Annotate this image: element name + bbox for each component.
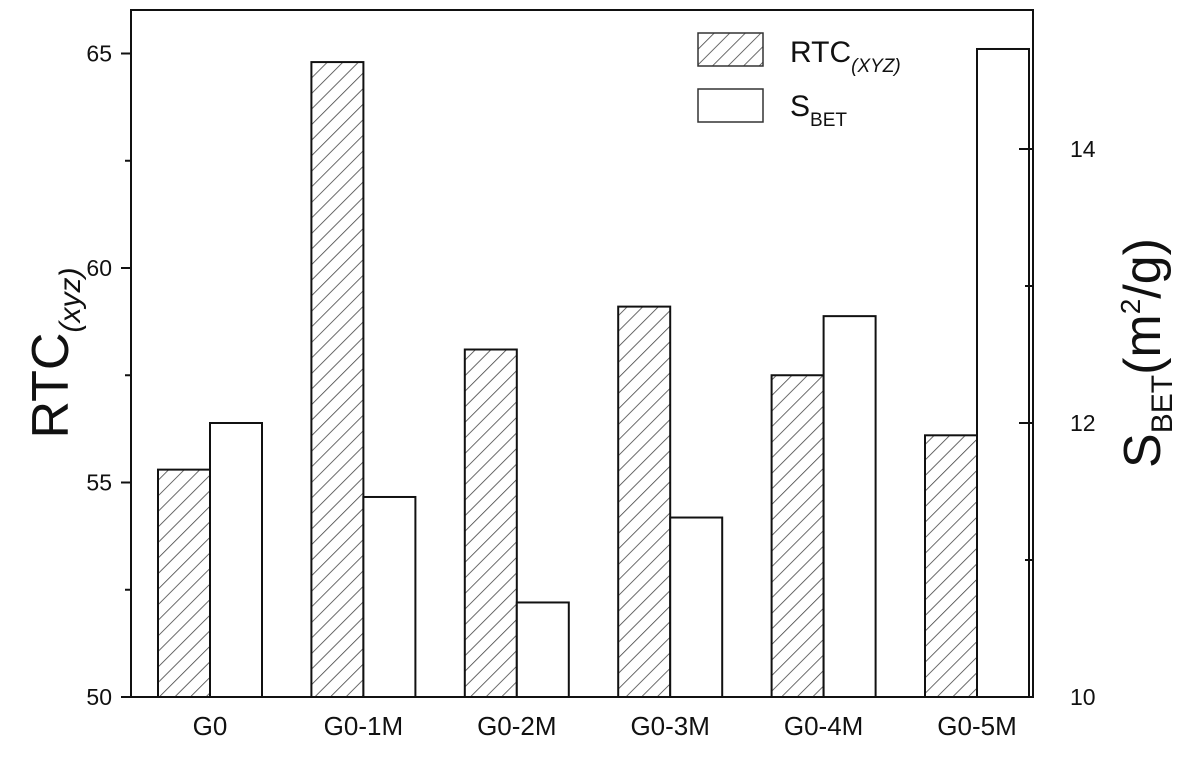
bar-rtc-g0-4m — [770, 374, 825, 698]
bar-sbet-g0-3m — [669, 516, 724, 699]
bar-rtc-g0-1m — [310, 61, 365, 698]
bar-sbet-g0-4m — [822, 315, 877, 698]
y-left-tick-label: 50 — [86, 684, 112, 710]
bar-rtc-g0-2m — [463, 348, 518, 698]
legend-swatch-sbet — [697, 88, 764, 123]
y-left-tick-label: 60 — [86, 255, 112, 281]
legend: RTC(XYZ) SBET — [697, 32, 901, 131]
y-right-tick-label: 12 — [1070, 410, 1096, 436]
x-tick-label: G0-2M — [477, 711, 556, 741]
bar-sbet-g0-2m — [515, 601, 570, 698]
y-left-tick-label: 65 — [86, 41, 112, 67]
bar-sbet-g0 — [209, 422, 263, 698]
x-tick-label: G0-1M — [324, 711, 403, 741]
bar-sbet-g0-5m — [976, 47, 1030, 699]
x-tick-label: G0-4M — [784, 711, 863, 741]
legend-label-sbet: SBET — [790, 90, 847, 131]
y-left-tick-label: 55 — [86, 470, 112, 496]
x-tick-label: G0 — [193, 711, 228, 741]
legend-label-rtc: RTC(XYZ) — [790, 36, 901, 77]
bar-sbet-g0-1m — [362, 495, 417, 699]
y-right-tick-label: 10 — [1070, 684, 1096, 710]
ticks-layer: G0 G0-1M G0-2M G0-3M G0-4M G0-5M 50 55 60 65 10 12 1… — [86, 41, 1095, 742]
legend-swatch-rtc — [697, 32, 764, 67]
bar-rtc-g0-3m — [617, 305, 672, 698]
bars-layer — [157, 47, 1030, 699]
y-axis-right-label: SBET(m2/g) — [1114, 238, 1179, 468]
y-right-tick-label: 14 — [1070, 136, 1096, 162]
bar-rtc-g0 — [157, 468, 211, 698]
plot-frame — [130, 9, 1034, 698]
bar-rtc-g0-5m — [924, 434, 978, 698]
y-axis-left-label: RTC(xyz) — [22, 268, 87, 439]
x-tick-label: G0-5M — [937, 711, 1016, 741]
x-tick-label: G0-3M — [630, 711, 709, 741]
